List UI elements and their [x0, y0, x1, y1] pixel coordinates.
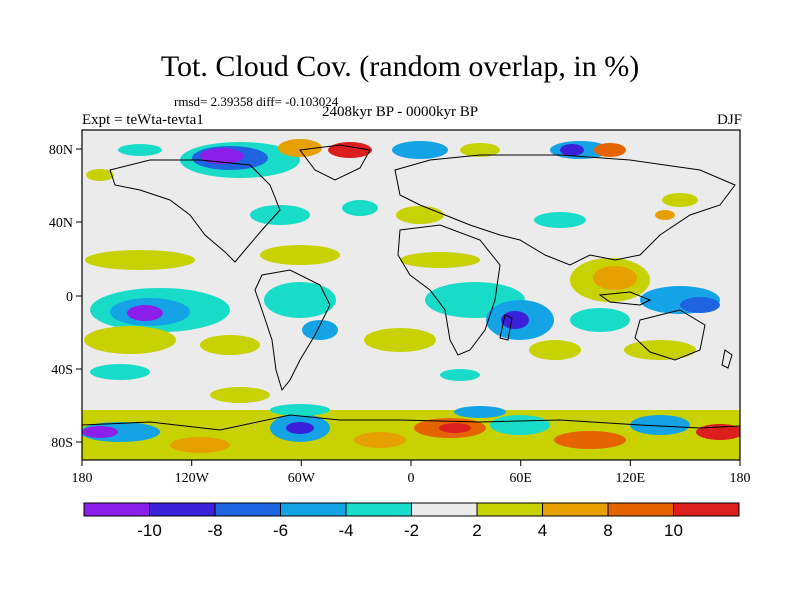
experiment-label: Expt = teWta-tevta1 [82, 112, 204, 128]
anomaly-field [82, 139, 740, 460]
colorbar-swatch [83, 502, 150, 517]
season-label: DJF [716, 112, 742, 128]
lat-tick-label: 40N [49, 216, 73, 231]
colorbar-label: -10 [137, 521, 162, 540]
period-label: 2408kyr BP - 0000kyr BP [322, 104, 479, 120]
lat-tick-label: 40S [51, 363, 73, 378]
colorbar-label: 10 [664, 521, 683, 540]
colorbar-swatch [476, 502, 543, 517]
lon-tick-label: 120E [616, 471, 646, 486]
colorbar-swatch [607, 502, 674, 517]
colorbar-label: -8 [207, 521, 222, 540]
colorbar [83, 502, 740, 517]
colorbar-swatch [345, 502, 412, 517]
colorbar-label: -2 [404, 521, 419, 540]
colorbar-label: 2 [472, 521, 481, 540]
lon-tick-label: 180 [730, 471, 751, 486]
coastlines [82, 144, 740, 431]
map-title: Tot. Cloud Cov. (random overlap, in %) [160, 50, 640, 83]
lon-tick-label: 0 [408, 471, 415, 486]
colorbar-label: 8 [603, 521, 612, 540]
colorbar-swatch [411, 502, 478, 517]
colorbar-swatch [280, 502, 347, 517]
colorbar-label: -4 [338, 521, 353, 540]
colorbar-label: -6 [273, 521, 288, 540]
colorbar-swatch [214, 502, 281, 517]
lat-tick-label: 80S [51, 436, 73, 451]
lon-tick-marks [81, 460, 741, 466]
lon-tick-label: 60W [288, 471, 316, 486]
colorbar-label: 4 [538, 521, 547, 540]
lon-tick-label: 120W [175, 471, 210, 486]
colorbar-swatch [542, 502, 609, 517]
colorbar-swatch [673, 502, 740, 517]
lat-tick-label: 0 [66, 290, 73, 305]
colorbar-swatch [149, 502, 216, 517]
lon-tick-label: 60E [509, 471, 532, 486]
lat-tick-marks [76, 148, 82, 443]
stats-label: rmsd= 2.39358 diff= -0.103024 [174, 94, 339, 109]
lat-tick-label: 80N [49, 143, 73, 158]
lon-tick-label: 180 [72, 471, 93, 486]
